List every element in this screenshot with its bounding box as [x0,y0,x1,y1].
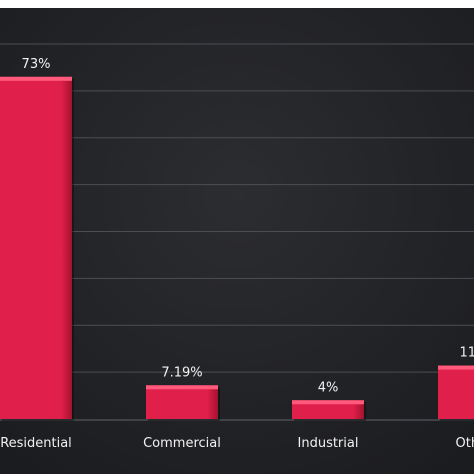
data-labels: 73% 7.19% 4% 11.4 [22,57,474,395]
bars [0,76,474,421]
bar-face [438,365,474,419]
bar-face [292,400,364,419]
bar-face [146,385,218,419]
bar-top [146,385,218,390]
category-label: Other [456,436,474,451]
bar-residential [0,76,74,421]
chart-background [0,8,474,474]
bar-face [0,76,72,419]
data-label: 73% [22,57,51,72]
category-labels: Residential Commercial Industrial Other [0,436,474,451]
bar-other [438,365,474,421]
data-label: 7.19% [161,365,202,380]
bar-industrial [292,400,366,421]
bar-top [0,76,72,81]
top-border [0,0,474,8]
category-label: Commercial [143,436,221,451]
data-label: 11.4 [460,346,474,361]
data-label: 4% [318,380,339,395]
bar-commercial [146,385,220,421]
bar-top [292,400,364,405]
category-label: Residential [0,436,72,451]
category-label: Industrial [298,436,359,451]
gridlines [0,43,474,421]
bar-top [438,365,474,370]
